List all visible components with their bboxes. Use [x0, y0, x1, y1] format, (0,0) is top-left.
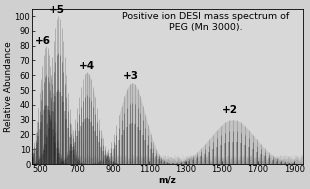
Text: +3: +3 [123, 71, 139, 81]
Text: +2: +2 [222, 105, 238, 115]
Text: +5: +5 [48, 5, 64, 15]
Text: +4: +4 [79, 61, 95, 71]
Y-axis label: Relative Abundance: Relative Abundance [4, 41, 13, 132]
X-axis label: m/z: m/z [159, 176, 176, 185]
Text: Positive ion DESI mass spectrum of
PEG (Mn 3000).: Positive ion DESI mass spectrum of PEG (… [122, 12, 289, 32]
Text: +6: +6 [34, 36, 51, 46]
